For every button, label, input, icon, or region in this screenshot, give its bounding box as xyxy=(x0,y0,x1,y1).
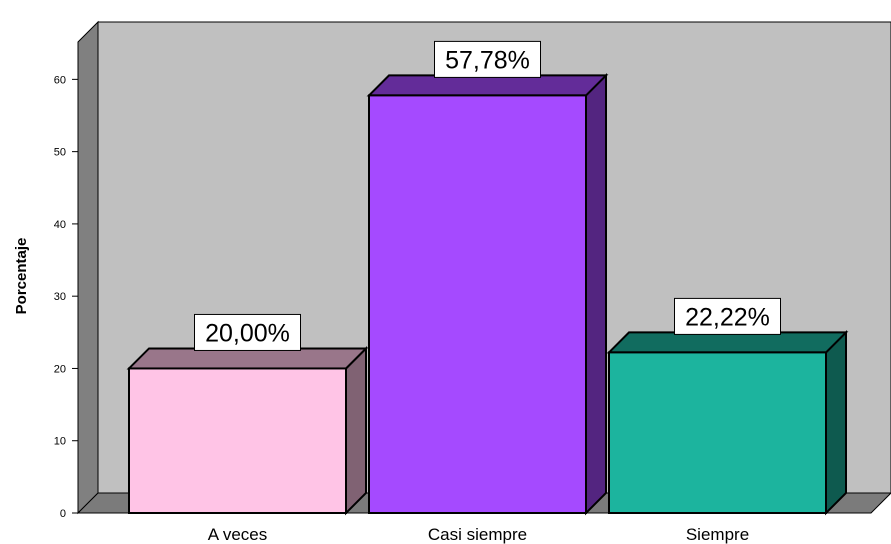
data-labels: 20,00% 57,78% 22,22% xyxy=(194,40,781,351)
y-tick-label: 40 xyxy=(54,219,66,231)
y-axis-title: Porcentaje xyxy=(13,238,30,315)
y-tick-label: 20 xyxy=(54,363,66,375)
data-label: 22,22% xyxy=(674,297,781,335)
data-label-box xyxy=(194,313,301,351)
data-label-text: 57,78% xyxy=(445,46,530,74)
y-tick-label: 30 xyxy=(54,291,66,303)
bar-front xyxy=(608,351,827,514)
y-tick-label: 10 xyxy=(54,436,66,448)
data-label-text: 22,22% xyxy=(685,303,770,331)
bar-front xyxy=(128,367,347,515)
side-wall xyxy=(77,20,99,515)
y-axis: 0 10 20 30 40 50 60 xyxy=(54,74,78,520)
bar-top xyxy=(366,74,609,97)
bar-side xyxy=(825,329,847,516)
y-tick-label: 50 xyxy=(54,147,66,159)
bar-2 xyxy=(606,329,849,516)
bar-top xyxy=(126,347,369,370)
bars xyxy=(126,72,849,516)
data-label: 20,00% xyxy=(194,313,301,351)
bar-0 xyxy=(126,346,369,516)
bar-side xyxy=(345,346,367,516)
y-tick-label: 60 xyxy=(54,74,66,86)
x-tick-label: Casi siempre xyxy=(428,525,527,544)
bar-front xyxy=(368,94,587,515)
data-label: 57,78% xyxy=(434,40,541,78)
x-axis: A veces Casi siempre Siempre xyxy=(208,525,749,544)
bar-side xyxy=(585,72,607,516)
data-label-box xyxy=(674,297,781,335)
y-tick-label: 0 xyxy=(60,508,66,520)
data-label-text: 20,00% xyxy=(205,319,290,347)
x-tick-label: A veces xyxy=(208,525,268,544)
bar-1 xyxy=(366,72,609,516)
x-tick-label: Siempre xyxy=(686,525,749,544)
bar-top xyxy=(606,331,849,354)
data-label-box xyxy=(434,40,541,78)
